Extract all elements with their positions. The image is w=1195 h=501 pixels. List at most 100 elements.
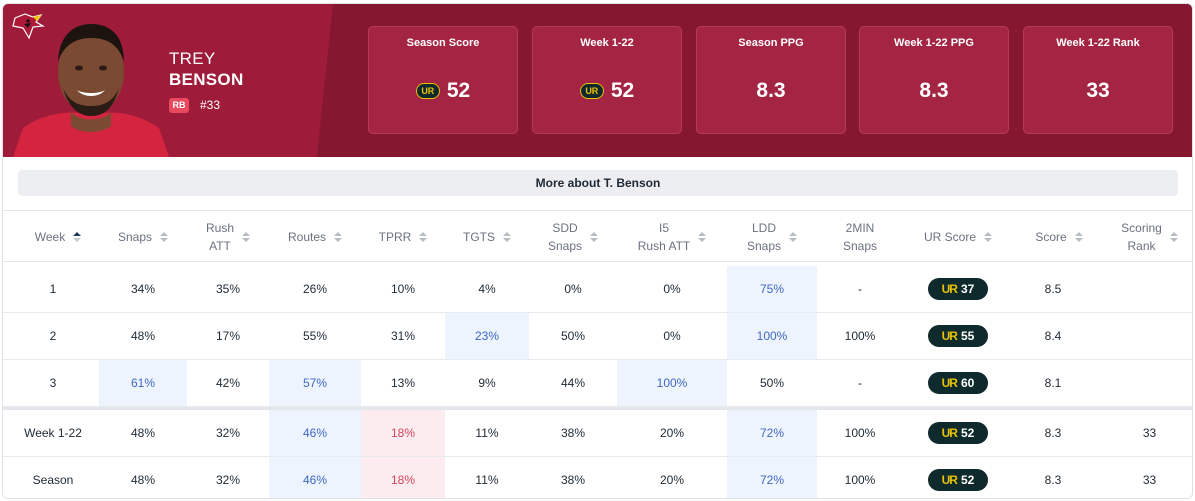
cell-ur-score: UR 37 [903, 266, 1013, 312]
sort-icon [334, 232, 343, 242]
cell-ldd-snaps: 72% [727, 410, 817, 456]
player-last-name: BENSON [169, 70, 244, 89]
stat-value: 52 [610, 79, 635, 102]
cell-snaps: 48% [130, 329, 156, 343]
cell-i5-rush-att: 0% [663, 282, 681, 296]
cell-score: 8.4 [1044, 329, 1062, 343]
cell-i5-rush-att: 0% [663, 329, 681, 343]
cell-2min-snaps: 100% [844, 426, 876, 440]
player-headshot [13, 24, 169, 157]
cell-scoring-rank: 33 [1142, 473, 1157, 487]
sort-icon [984, 232, 992, 242]
column-header-week[interactable]: Week [17, 211, 99, 263]
sort-icon [160, 232, 169, 242]
cell-ur-score: UR 52 [903, 457, 1013, 498]
cell-tprr: 13% [390, 376, 416, 390]
column-header-i5-rush-att[interactable]: I5 Rush ATT [617, 211, 727, 263]
cell-sdd-snaps: 38% [560, 426, 586, 440]
cell-i5-rush-att: 20% [659, 426, 685, 440]
ur-logo-icon: UR [941, 282, 958, 296]
cell-score: 8.3 [1044, 473, 1062, 487]
stat-label: Week 1-22 [580, 37, 634, 49]
stat-box-season-ppg: Season PPG 8.3 [696, 26, 846, 134]
cell-week: 1 [49, 282, 57, 296]
cell-2min-snaps: - [858, 282, 862, 296]
player-first-name: TREY [169, 49, 216, 68]
cell-sdd-snaps: 50% [560, 329, 586, 343]
cell-tprr: 18% [361, 410, 445, 456]
table-row-summary: Season 48% 32% 46% 18% 11% 38% 20% 72% 1… [3, 457, 1192, 498]
column-header-rush-att[interactable]: Rush ATT [187, 211, 269, 263]
column-header-score[interactable]: Score [1013, 211, 1105, 263]
column-header-routes[interactable]: Routes [269, 211, 361, 263]
cell-tprr: 18% [361, 457, 445, 498]
cell-score: 8.1 [1044, 376, 1062, 390]
stat-label: Week 1-22 PPG [894, 37, 974, 49]
cell-routes: 26% [302, 282, 328, 296]
column-header-snaps[interactable]: Snaps [99, 211, 187, 263]
cell-sdd-snaps: 0% [564, 282, 582, 296]
ur-logo-icon: UR [941, 329, 958, 343]
cell-routes: 46% [269, 457, 361, 498]
column-header-scoring-rank[interactable]: Scoring Rank [1105, 211, 1192, 263]
ur-logo-icon: UR [941, 473, 958, 487]
cell-tgts: 4% [478, 282, 496, 296]
player-card: TREY BENSON RB #33 Season Score UR 52 We… [2, 3, 1193, 499]
cell-sdd-snaps: 38% [560, 473, 586, 487]
table-row: 3 61% 42% 57% 13% 9% 44% 100% 50% - UR 60… [3, 360, 1192, 407]
jersey-number: #33 [200, 98, 221, 112]
ur-score-pill: UR 37 [928, 278, 988, 300]
table-row: 1 34% 35% 26% 10% 4% 0% 0% 75% - UR 37 8.… [3, 266, 1192, 313]
column-header-ur-score[interactable]: UR Score [903, 211, 1013, 263]
stat-value: 52 [446, 79, 471, 102]
cell-ur-score: UR 60 [903, 360, 1013, 406]
cell-tgts: 9% [478, 376, 496, 390]
table-row-summary: Week 1-22 48% 32% 46% 18% 11% 38% 20% 72… [3, 407, 1192, 457]
cell-tprr: 31% [390, 329, 416, 343]
stat-label: Season PPG [738, 37, 804, 49]
cell-scoring-rank [1105, 313, 1192, 359]
cell-ur-score: UR 52 [903, 410, 1013, 456]
stat-label: Season Score [406, 37, 480, 49]
column-header-tprr[interactable]: TPRR [361, 211, 445, 263]
column-header-sdd-snaps[interactable]: SDD Snaps [529, 211, 617, 263]
cell-rush-att: 42% [215, 376, 241, 390]
cell-2min-snaps: - [858, 376, 862, 390]
cell-week: Week 1-22 [24, 426, 82, 440]
cell-rush-att: 35% [215, 282, 241, 296]
stat-box-week-rank: Week 1-22 Rank 33 [1023, 26, 1173, 134]
sort-icon [242, 232, 250, 242]
column-header-ldd-snaps[interactable]: LDD Snaps [727, 211, 817, 263]
ur-score-pill: UR 60 [928, 372, 988, 394]
cell-tprr: 10% [390, 282, 416, 296]
cell-rush-att: 32% [215, 426, 241, 440]
column-header-tgts[interactable]: TGTS [445, 211, 529, 263]
cell-tgts: 23% [445, 313, 529, 359]
stat-label: Week 1-22 Rank [1056, 37, 1140, 49]
cell-snaps: 61% [99, 360, 187, 406]
ur-score-pill: UR 52 [928, 422, 988, 444]
cell-score: 8.3 [1044, 426, 1062, 440]
cardinals-logo-icon [12, 13, 45, 40]
cell-snaps: 48% [130, 426, 156, 440]
column-header-2min-snaps[interactable]: 2MIN Snaps [842, 221, 878, 253]
cell-sdd-snaps: 44% [560, 376, 586, 390]
ur-logo-icon: UR [579, 83, 604, 99]
position-badge: RB [169, 98, 189, 113]
sort-icon [503, 232, 511, 242]
sort-icon [419, 232, 428, 242]
cell-ur-score: UR 55 [903, 313, 1013, 359]
cell-score: 8.5 [1044, 282, 1062, 296]
cell-i5-rush-att: 100% [617, 360, 727, 406]
more-about-button[interactable]: More about T. Benson [18, 170, 1178, 196]
cell-snaps: 34% [130, 282, 156, 296]
player-header: TREY BENSON RB #33 Season Score UR 52 We… [3, 4, 1192, 157]
cell-2min-snaps: 100% [844, 329, 876, 343]
ur-logo-icon: UR [941, 376, 958, 390]
cell-week: 2 [49, 329, 57, 343]
cell-2min-snaps: 100% [844, 473, 876, 487]
cell-week: Season [32, 473, 74, 487]
sort-icon [1074, 232, 1083, 242]
stat-box-week-ppg: Week 1-22 PPG 8.3 [859, 26, 1009, 134]
sort-icon [1169, 232, 1178, 242]
